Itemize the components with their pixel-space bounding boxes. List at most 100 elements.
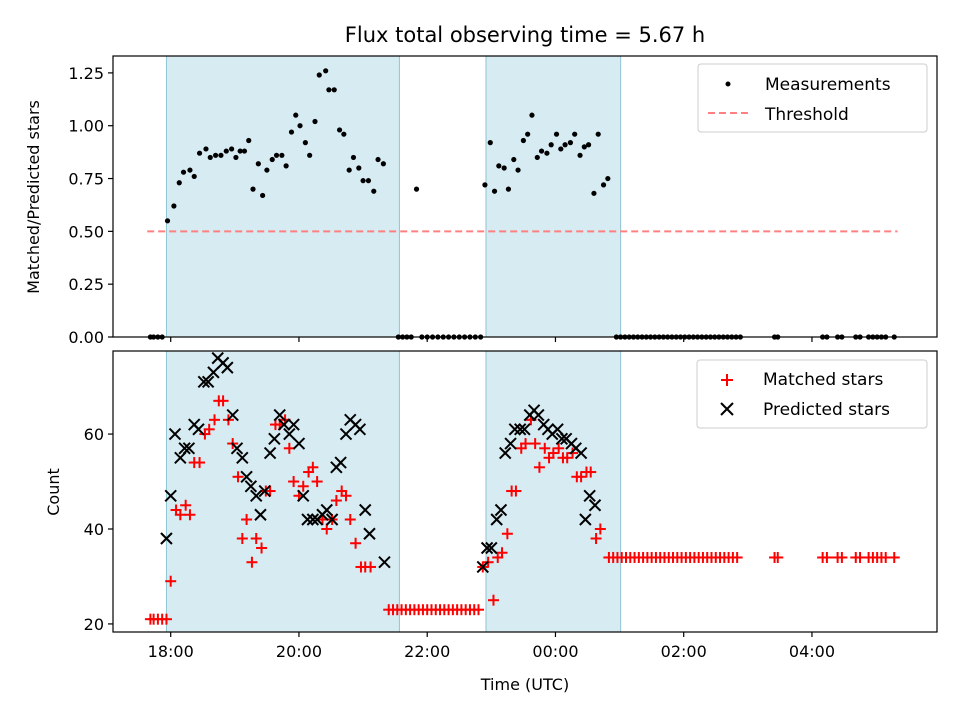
matched-star-point [473, 604, 485, 616]
predicted-star-point [297, 489, 310, 502]
measurement-point [269, 156, 275, 163]
measurement-point [491, 188, 498, 194]
measurement-point [548, 142, 554, 148]
measurement-point [356, 165, 362, 171]
predicted-star-point [334, 456, 347, 469]
x-tick-label: 00:00 [532, 642, 578, 661]
y-tick-label: 1.25 [68, 64, 104, 83]
x-tick-label: 02:00 [661, 642, 707, 661]
observing-window-shading [165, 55, 622, 338]
y-tick-label: 0.50 [68, 222, 104, 241]
y-tick-label: 0.75 [68, 170, 104, 189]
matched-star-point [236, 532, 248, 544]
matched-star-point [203, 423, 215, 435]
matched-star-point [250, 532, 262, 544]
measurement-point [218, 152, 224, 158]
top-legend-frame [697, 63, 928, 133]
matched-star-point [836, 551, 848, 563]
matched-star-point [297, 480, 309, 492]
measurement-point [365, 178, 372, 184]
y-axis-ticks: 20 40 60 [84, 425, 113, 634]
legend-predicted-marker [720, 402, 734, 416]
predicted-star-point [221, 361, 234, 374]
predicted-star-point [363, 527, 376, 540]
measurement-point [595, 131, 601, 137]
matched-star-point [217, 395, 229, 407]
matched-star-point [585, 466, 597, 478]
matched-star-point [311, 476, 323, 488]
matched-star-point [539, 442, 551, 454]
y-tick-label: 0.00 [68, 328, 104, 347]
measurement-point [164, 218, 171, 224]
measurement-point [255, 161, 261, 167]
measurement-point [316, 72, 322, 78]
matched-star-point [288, 476, 300, 488]
predicted-star-point [254, 508, 267, 521]
y-tick-label: 1.00 [68, 117, 104, 136]
x-tick-label: 18:00 [148, 642, 194, 661]
matched-star-point [246, 556, 258, 568]
predicted-star-point [494, 503, 508, 517]
matched-star-point [330, 495, 342, 507]
measurement-point [307, 152, 313, 158]
matched-star-point [256, 542, 268, 554]
measurement-point [501, 165, 507, 171]
matched-star-point [241, 514, 253, 526]
measurement-point [360, 178, 366, 184]
predicted-star-point [277, 418, 291, 431]
predicted-star-point [353, 423, 367, 436]
matched-star-point [350, 537, 362, 549]
x-axis-label: Time (UTC) [480, 675, 569, 694]
measurement-point [558, 146, 564, 152]
predicted-star-point [244, 480, 258, 493]
predicted-star-point [263, 446, 277, 460]
measurement-point [538, 148, 545, 154]
predicted-star-point [273, 408, 286, 422]
measurement-point [207, 154, 213, 161]
measurement-point [505, 186, 512, 192]
measurement-point [293, 112, 299, 118]
legend-measurement-marker [725, 81, 731, 87]
legend-threshold-label: Threshold [764, 105, 849, 125]
predicted-star-point [182, 442, 196, 455]
matched-star-point [561, 452, 573, 464]
predicted-star-point [240, 470, 253, 483]
measurement-point [520, 137, 526, 144]
measurement-point [562, 142, 568, 148]
measurement-point [511, 156, 517, 163]
measurement-point [326, 87, 332, 93]
predicted-star-point [480, 541, 494, 555]
predicted-star-point [207, 366, 220, 379]
matched-star-point [344, 514, 356, 526]
measurement-point [336, 127, 343, 133]
observing-window [165, 55, 400, 338]
measurement-point [229, 146, 235, 152]
predicted-star-point [301, 513, 314, 526]
measurement-point [279, 152, 285, 158]
measurement-point [525, 131, 531, 137]
matched-star-point [180, 499, 192, 511]
observing-window-shading [165, 350, 622, 633]
matched-star-point [165, 575, 177, 587]
measurement-point [534, 154, 540, 161]
predicted-star-point [513, 423, 527, 436]
predicted-star-point [325, 513, 339, 526]
measurement-point [196, 150, 203, 156]
ratio-panel: Flux total observing time = 5.67 h 0.000… [24, 23, 938, 347]
predicted-star-point [583, 489, 596, 502]
x-tick-label: 22:00 [404, 642, 450, 661]
legend-matched-label: Matched stars [763, 370, 883, 390]
measurement-point [375, 156, 381, 163]
measurement-point [187, 167, 193, 173]
measurement-point [323, 68, 329, 74]
predicted-star-point [359, 503, 372, 517]
measurement-point [212, 152, 219, 158]
measurement-point [581, 144, 587, 150]
measurement-point [496, 163, 502, 169]
predicted-star-point [201, 375, 215, 389]
predicted-star-point [579, 513, 592, 526]
y-tick-label: 20 [84, 615, 104, 634]
measurement-point [241, 148, 248, 154]
measurement-point [577, 152, 583, 158]
predicted-star-point [164, 489, 177, 502]
